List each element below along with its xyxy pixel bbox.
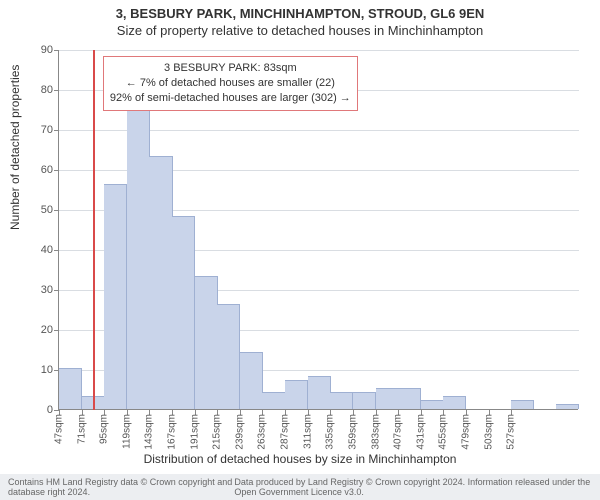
- histogram-bar: [511, 400, 534, 409]
- x-tick-label: 527sqm: [506, 414, 517, 450]
- histogram-bar: [353, 392, 376, 409]
- histogram-bar: [59, 368, 82, 409]
- footer: Contains HM Land Registry data © Crown c…: [0, 474, 600, 500]
- x-tick-label: 479sqm: [460, 414, 471, 450]
- x-tick-label: 239sqm: [234, 414, 245, 450]
- chart-container: 3, BESBURY PARK, MINCHINHAMPTON, STROUD,…: [0, 0, 600, 500]
- histogram-bar: [172, 216, 195, 409]
- y-tick-label: 90: [23, 44, 53, 56]
- annotation-line: ← 7% of detached houses are smaller (22): [110, 76, 351, 91]
- y-tick: [54, 250, 59, 251]
- histogram-bar: [217, 304, 240, 409]
- plot-area: 010203040506070809047sqm71sqm95sqm119sqm…: [58, 50, 578, 410]
- x-tick-label: 95sqm: [99, 414, 110, 444]
- histogram-bar: [308, 376, 331, 409]
- histogram-bar: [421, 400, 444, 409]
- y-tick-label: 70: [23, 124, 53, 136]
- y-tick: [54, 330, 59, 331]
- y-tick: [54, 290, 59, 291]
- x-tick-label: 407sqm: [393, 414, 404, 450]
- y-tick-label: 30: [23, 284, 53, 296]
- histogram-bar: [443, 396, 466, 409]
- y-tick: [54, 170, 59, 171]
- gridline: [59, 50, 579, 51]
- y-tick-label: 80: [23, 84, 53, 96]
- x-tick-label: 335sqm: [325, 414, 336, 450]
- y-tick-label: 50: [23, 204, 53, 216]
- chart-subtitle: Size of property relative to detached ho…: [0, 23, 600, 38]
- x-tick-label: 119sqm: [121, 414, 132, 449]
- annotation-box: 3 BESBURY PARK: 83sqm← 7% of detached ho…: [103, 56, 358, 111]
- histogram-bar: [285, 380, 308, 409]
- x-tick-label: 215sqm: [212, 414, 223, 450]
- y-tick-label: 20: [23, 324, 53, 336]
- x-tick-label: 503sqm: [483, 414, 494, 450]
- histogram-bar: [104, 184, 127, 409]
- x-tick-label: 287sqm: [280, 414, 291, 450]
- y-tick: [54, 130, 59, 131]
- x-tick-label: 311sqm: [302, 414, 313, 449]
- y-tick: [54, 210, 59, 211]
- page-title: 3, BESBURY PARK, MINCHINHAMPTON, STROUD,…: [0, 0, 600, 21]
- histogram-bar: [195, 276, 218, 409]
- footer-text-right: Data produced by Land Registry © Crown c…: [234, 477, 592, 497]
- histogram-bar: [376, 388, 399, 409]
- x-tick-label: 167sqm: [167, 414, 178, 450]
- histogram-bar: [556, 404, 579, 409]
- x-tick-label: 383sqm: [370, 414, 381, 450]
- y-tick: [54, 90, 59, 91]
- y-tick-label: 10: [23, 364, 53, 376]
- chart-area: 010203040506070809047sqm71sqm95sqm119sqm…: [58, 50, 578, 410]
- y-tick-label: 40: [23, 244, 53, 256]
- annotation-line: 92% of semi-detached houses are larger (…: [110, 91, 351, 106]
- x-tick-label: 143sqm: [144, 414, 155, 450]
- x-tick-label: 71sqm: [76, 414, 87, 444]
- histogram-bar: [127, 92, 150, 409]
- y-axis-title: Number of detached properties: [8, 65, 22, 230]
- x-axis-title: Distribution of detached houses by size …: [0, 452, 600, 466]
- x-tick-label: 263sqm: [257, 414, 268, 450]
- annotation-line: 3 BESBURY PARK: 83sqm: [110, 61, 351, 76]
- x-tick-label: 47sqm: [54, 414, 65, 444]
- x-tick-label: 431sqm: [415, 414, 426, 450]
- footer-text-left: Contains HM Land Registry data © Crown c…: [8, 477, 234, 497]
- x-tick-label: 191sqm: [189, 414, 200, 450]
- histogram-bar: [330, 392, 353, 409]
- x-tick-label: 455sqm: [438, 414, 449, 450]
- y-tick-label: 0: [23, 404, 53, 416]
- x-tick-label: 359sqm: [347, 414, 358, 450]
- histogram-bar: [262, 392, 285, 409]
- histogram-bar: [149, 156, 172, 409]
- y-tick: [54, 50, 59, 51]
- histogram-bar: [398, 388, 421, 409]
- y-tick-label: 60: [23, 164, 53, 176]
- histogram-bar: [240, 352, 263, 409]
- property-marker-line: [93, 50, 95, 410]
